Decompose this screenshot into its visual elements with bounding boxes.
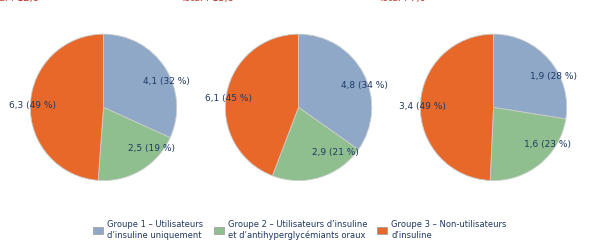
Wedge shape: [272, 107, 358, 181]
Text: Total : 13,8: Total : 13,8: [180, 0, 234, 2]
Wedge shape: [490, 107, 566, 181]
Text: 4,1 (32 %): 4,1 (32 %): [143, 77, 190, 86]
Text: 1,9 (28 %): 1,9 (28 %): [530, 72, 577, 81]
Text: 6,3 (49 %): 6,3 (49 %): [9, 101, 56, 110]
Wedge shape: [226, 34, 299, 176]
Text: Total : 7,0: Total : 7,0: [378, 0, 426, 2]
Text: 3,4 (49 %): 3,4 (49 %): [399, 102, 446, 111]
Text: 4,8 (34 %): 4,8 (34 %): [341, 81, 388, 90]
Wedge shape: [421, 34, 494, 181]
Wedge shape: [493, 34, 566, 119]
Text: 1,6 (23 %): 1,6 (23 %): [524, 140, 571, 149]
Text: Total : 12,8: Total : 12,8: [0, 0, 39, 2]
Wedge shape: [98, 107, 170, 181]
Wedge shape: [103, 34, 176, 138]
Text: 2,5 (19 %): 2,5 (19 %): [128, 144, 175, 153]
Wedge shape: [298, 34, 371, 150]
Wedge shape: [31, 34, 104, 180]
Text: 6,1 (45 %): 6,1 (45 %): [205, 94, 252, 103]
Legend: Groupe 1 – Utilisateurs
d’insuline uniquement, Groupe 2 – Utilisateurs d’insulin: Groupe 1 – Utilisateurs d’insuline uniqu…: [93, 220, 507, 240]
Text: 2,9 (21 %): 2,9 (21 %): [313, 148, 359, 157]
